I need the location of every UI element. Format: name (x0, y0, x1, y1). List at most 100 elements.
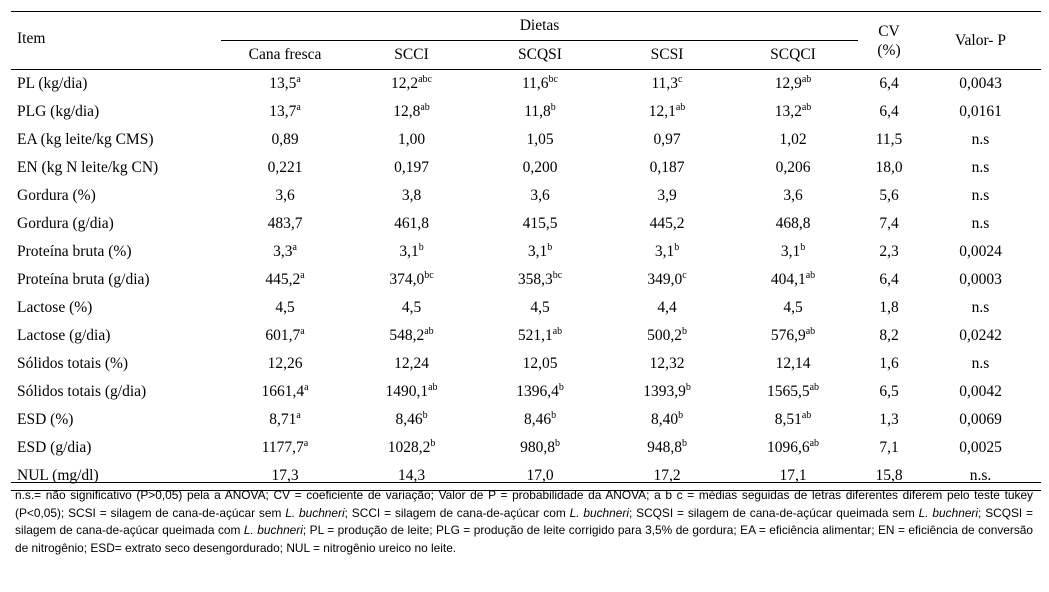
p-value: n.s (971, 355, 990, 372)
cv-value: 7,4 (879, 215, 899, 232)
diet-value: 445,2 (649, 215, 685, 232)
significance-letters: bc (548, 73, 558, 85)
p-value: n.s (971, 215, 990, 232)
diet-value: 8,51 (774, 411, 802, 428)
footnote-italic: L. buchneri (243, 523, 303, 537)
significance-letters: a (300, 269, 305, 281)
significance-letters: ab (805, 269, 816, 281)
diet-value: 17,0 (526, 467, 554, 484)
cv-value: 15,8 (858, 462, 920, 491)
footnote: n.s.= não significativo (P>0,05) pela a … (11, 487, 1033, 557)
diet-value: 12,2 (390, 75, 419, 92)
diet-value: 461,8 (394, 215, 429, 232)
diet-value: 415,5 (522, 215, 558, 232)
footnote-text: ; SCQSI = silagem de cana-de-açúcar quei… (629, 505, 919, 520)
diet-value-cell: 12,24 (349, 350, 474, 378)
diet-value-cell: 500,2b (606, 322, 728, 350)
diet-value-cell: 13,7a (221, 98, 349, 126)
footnote-rule (11, 482, 1041, 483)
footnote-italic: L. buchneri (569, 505, 629, 520)
significance-letters: bc (552, 269, 563, 281)
significance-letters: b (430, 437, 436, 449)
p-value: 0,0025 (959, 439, 1002, 456)
results-table: Item Dietas CV (%) Valor- P Cana fresca … (11, 11, 1041, 491)
significance-letters: ab (675, 101, 686, 113)
diet-value-cell: 8,51ab (728, 406, 858, 434)
diet-value-cell: 11,8b (474, 98, 606, 126)
significance-letters: ab (424, 325, 434, 337)
footnote-italic: L. buchneri (285, 505, 345, 520)
significance-letters: c (678, 73, 683, 85)
diet-value: 4,4 (657, 299, 677, 316)
diet-value: 3,9 (657, 187, 677, 204)
significance-letters: b (678, 409, 684, 421)
cv-value: 1,6 (879, 355, 899, 372)
diet-value: 3,1 (654, 243, 675, 260)
significance-letters: ab (801, 409, 812, 421)
significance-letters: b (551, 409, 557, 421)
diet-value: 1,00 (397, 131, 426, 148)
diet-value-cell: 1396,4b (474, 378, 606, 406)
header-cv: CV (%) (858, 11, 920, 70)
significance-letters: ab (801, 73, 812, 85)
diet-value: 500,2 (647, 327, 682, 344)
row-item-label: Gordura (g/dia) (17, 215, 114, 232)
diet-value: 0,197 (394, 159, 429, 176)
cv-value: 6,4 (879, 271, 899, 288)
table-row: Gordura (%) 3,6 3,8 3,6 3,9 3,6 5,6 n.s (11, 182, 1041, 210)
p-value: 0,0161 (959, 103, 1002, 120)
diet-value: 948,8 (647, 439, 682, 456)
diet-value: 404,1 (770, 271, 806, 288)
diet-value: 3,1 (780, 243, 801, 260)
diet-value-cell: 12,9ab (728, 70, 858, 99)
row-item-label: Gordura (%) (17, 187, 96, 204)
footnote-italic: L. buchneri (918, 505, 979, 520)
row-item-label: Sólidos totais (%) (17, 355, 129, 372)
significance-letters: c (682, 269, 687, 281)
diet-value: 1661,4 (261, 383, 305, 400)
diet-value: 17,2 (653, 467, 681, 484)
header-diet: Cana fresca (221, 40, 349, 70)
diet-value-cell: 3,1b (474, 238, 606, 266)
row-item-label: Lactose (%) (17, 299, 93, 316)
header-row-2: Cana fresca SCCI SCQSI SCSI SCQCI (11, 40, 1041, 70)
row-item-label: ESD (%) (17, 411, 74, 428)
diet-value: 358,3 (517, 271, 553, 288)
diet-value-cell: 1,02 (728, 126, 858, 154)
row-item-label: NUL (mg/dl) (11, 462, 221, 491)
diet-value-cell: 3,6 (221, 182, 349, 210)
significance-letters: b (547, 241, 553, 253)
row-item-label: PL (kg/dia) (17, 75, 88, 92)
significance-letters: ab (428, 381, 438, 393)
diet-value-cell: 548,2ab (349, 322, 474, 350)
table-row: Gordura (g/dia) 483,7 461,8 415,5 445,2 468,8… (11, 210, 1041, 238)
table-row: EA (kg leite/kg CMS) 0,89 1,00 1,05 0,97 1,02… (11, 126, 1041, 154)
diet-value: 12,24 (394, 355, 429, 372)
significance-letters: a (292, 241, 297, 253)
p-value: 0,0242 (959, 327, 1002, 344)
diet-value: 576,9 (770, 327, 806, 344)
table-row: ESD (g/dia) 1177,7a 1028,2b 980,8b 948,8b 109… (11, 434, 1041, 462)
significance-letters: b (800, 241, 806, 253)
table-row: Sólidos totais (g/dia) 1661,4a 1490,1ab 139… (11, 378, 1041, 406)
diet-value-cell: 3,9 (606, 182, 728, 210)
diet-value: 521,1 (517, 327, 553, 344)
diet-value-cell: 12,8ab (349, 98, 474, 126)
diet-value-cell: 0,187 (606, 154, 728, 182)
significance-letters: abc (418, 73, 432, 85)
row-item-label: PLG (kg/dia) (17, 103, 100, 120)
footnote-text: ; PL = produção de leite; PLG = produção… (15, 523, 1034, 555)
diet-value: 1096,6 (766, 439, 810, 456)
row-item-label: EN (kg N leite/kg CN) (17, 159, 159, 176)
diet-value-cell: 3,6 (474, 182, 606, 210)
diet-value-cell: 3,1b (349, 238, 474, 266)
diet-value-cell: 445,2a (221, 266, 349, 294)
cv-value: 1,8 (879, 299, 899, 316)
significance-letters: ab (805, 325, 816, 337)
table-row: PLG (kg/dia) 13,7a 12,8ab 11,8b 12,1ab 13,2ab… (11, 98, 1041, 126)
row-item-label: EA (kg leite/kg CMS) (17, 131, 154, 148)
diet-value: 483,7 (267, 215, 303, 232)
diet-value-cell: 1177,7a (221, 434, 349, 462)
diet-value: 11,8 (524, 103, 551, 120)
footnote-text: n.s.= não significativo (P>0,05) pela a … (15, 488, 1033, 520)
